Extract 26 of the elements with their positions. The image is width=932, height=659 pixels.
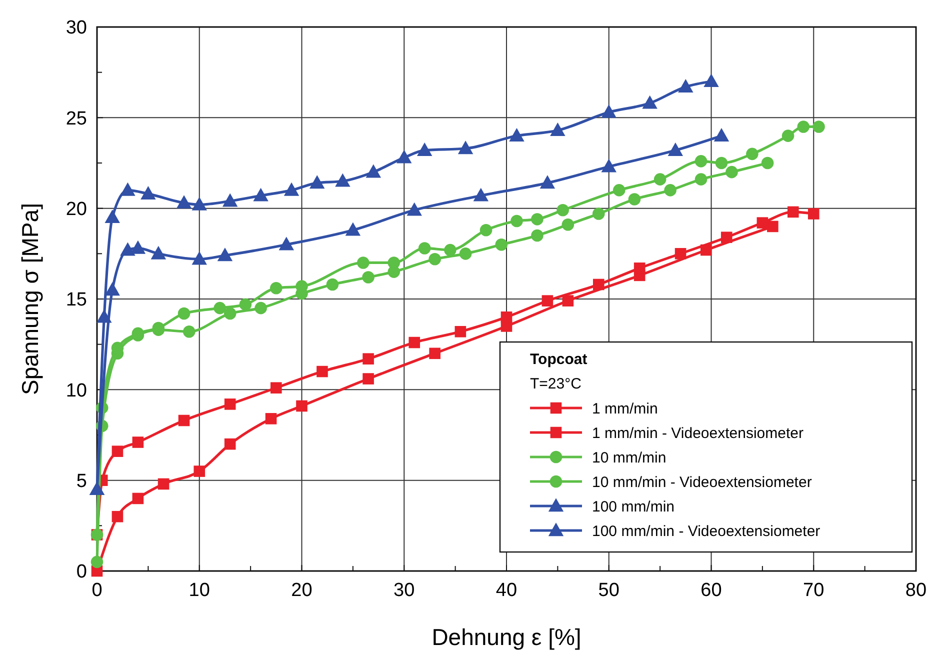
annotation: T=23°C: [530, 376, 582, 392]
x-tick-label: 20: [291, 580, 312, 601]
y-tick-label: 5: [76, 470, 87, 492]
x-tick-label: 60: [700, 580, 722, 601]
x-tick-label: 30: [394, 580, 415, 601]
y-tick-label: 10: [66, 380, 87, 402]
legend-label: 10 mm/min - Videoextensiometer: [592, 474, 812, 491]
x-tick-label: 70: [803, 580, 824, 601]
y-tick-label: 20: [66, 198, 87, 220]
y-tick-label: 25: [66, 108, 87, 130]
y-axis-title: Spannung σ [MPa]: [17, 203, 43, 395]
x-tick-label: 10: [188, 580, 210, 601]
legend-label: 1 mm/min - Videoextensiometer: [592, 424, 804, 442]
x-tick-label: 40: [496, 580, 518, 601]
x-tick-label: 80: [905, 580, 927, 601]
x-tick-label: 0: [92, 580, 102, 601]
legend-label: 10 mm/min: [592, 449, 666, 466]
x-axis-title: Dehnung ε [%]: [432, 624, 582, 650]
legend-label: 100 mm/min - Videoextensiometer: [592, 522, 820, 540]
legend-label: 1 mm/min: [592, 400, 658, 418]
y-tick-label: 30: [66, 18, 87, 39]
y-tick-label: 0: [76, 562, 87, 583]
x-tick-label: 50: [598, 580, 620, 601]
y-tick-label: 15: [66, 290, 87, 311]
legend-title: Topcoat: [530, 351, 588, 368]
legend-label: 100 mm/min: [592, 498, 675, 516]
